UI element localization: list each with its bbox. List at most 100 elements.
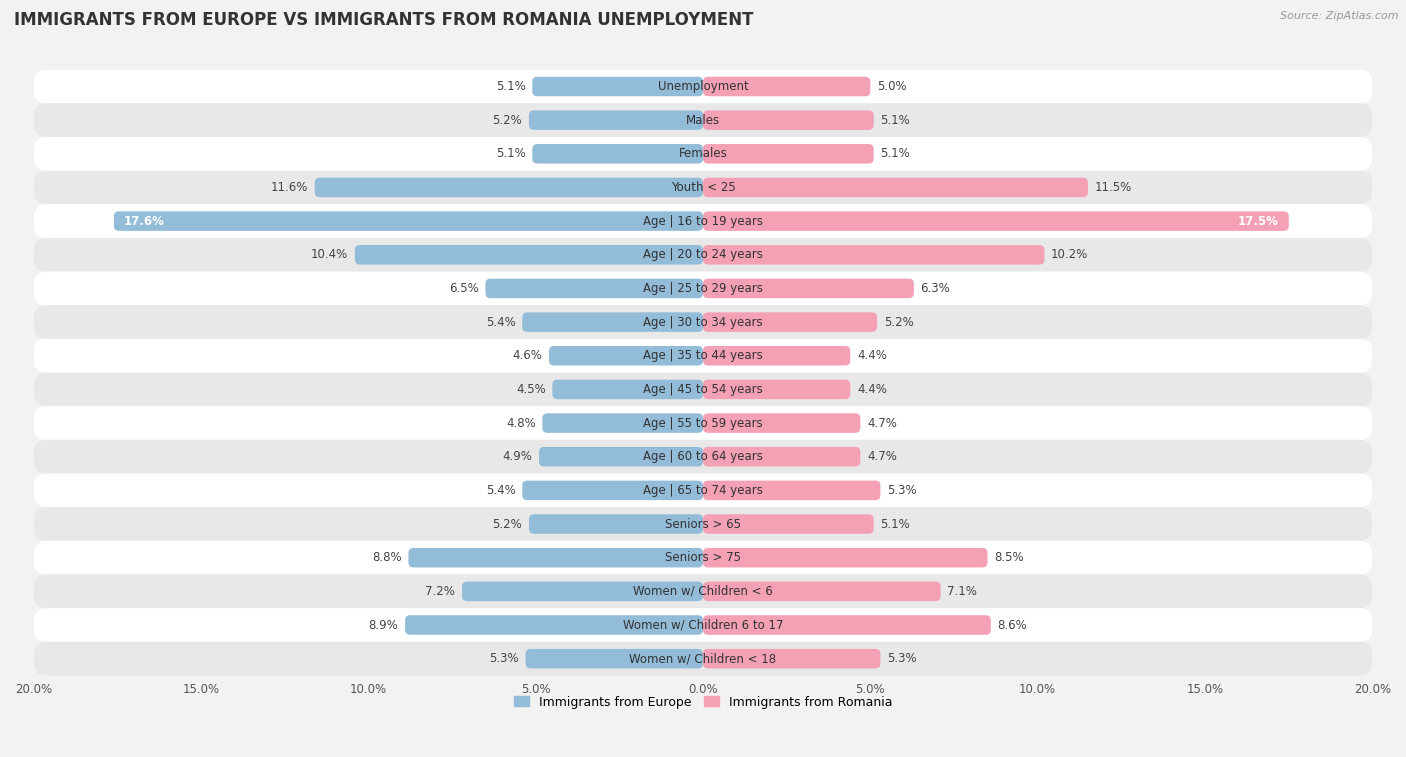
FancyBboxPatch shape [703,615,991,635]
FancyBboxPatch shape [543,413,703,433]
Text: 4.9%: 4.9% [502,450,533,463]
FancyBboxPatch shape [34,575,1372,608]
FancyBboxPatch shape [533,144,703,164]
Text: Source: ZipAtlas.com: Source: ZipAtlas.com [1281,11,1399,21]
FancyBboxPatch shape [703,76,870,96]
FancyBboxPatch shape [703,178,1088,198]
Text: 8.5%: 8.5% [994,551,1024,564]
FancyBboxPatch shape [522,481,703,500]
Text: Women w/ Children 6 to 17: Women w/ Children 6 to 17 [623,618,783,631]
FancyBboxPatch shape [522,313,703,332]
FancyBboxPatch shape [34,305,1372,339]
Text: Seniors > 75: Seniors > 75 [665,551,741,564]
Text: 4.7%: 4.7% [868,416,897,429]
FancyBboxPatch shape [34,540,1372,575]
FancyBboxPatch shape [409,548,703,568]
FancyBboxPatch shape [114,211,703,231]
FancyBboxPatch shape [703,413,860,433]
Text: Age | 35 to 44 years: Age | 35 to 44 years [643,349,763,363]
Text: 5.1%: 5.1% [880,114,910,126]
Text: 5.3%: 5.3% [887,484,917,497]
Text: 4.8%: 4.8% [506,416,536,429]
FancyBboxPatch shape [703,313,877,332]
Text: 17.5%: 17.5% [1237,215,1278,228]
Text: 8.6%: 8.6% [997,618,1028,631]
Text: 5.4%: 5.4% [486,316,516,329]
Text: 6.3%: 6.3% [921,282,950,295]
FancyBboxPatch shape [34,440,1372,474]
Text: 5.2%: 5.2% [884,316,914,329]
Text: Youth < 25: Youth < 25 [671,181,735,194]
Text: Age | 65 to 74 years: Age | 65 to 74 years [643,484,763,497]
FancyBboxPatch shape [34,507,1372,540]
FancyBboxPatch shape [553,380,703,399]
FancyBboxPatch shape [703,144,873,164]
Text: 5.1%: 5.1% [496,148,526,160]
FancyBboxPatch shape [34,70,1372,103]
FancyBboxPatch shape [34,474,1372,507]
Text: 5.1%: 5.1% [880,148,910,160]
Text: IMMIGRANTS FROM EUROPE VS IMMIGRANTS FROM ROMANIA UNEMPLOYMENT: IMMIGRANTS FROM EUROPE VS IMMIGRANTS FRO… [14,11,754,30]
Text: 5.1%: 5.1% [880,518,910,531]
Text: 4.4%: 4.4% [858,383,887,396]
Text: 6.5%: 6.5% [449,282,478,295]
Legend: Immigrants from Europe, Immigrants from Romania: Immigrants from Europe, Immigrants from … [509,690,897,714]
Text: Females: Females [679,148,727,160]
FancyBboxPatch shape [34,103,1372,137]
Text: 4.7%: 4.7% [868,450,897,463]
FancyBboxPatch shape [703,111,873,130]
Text: Women w/ Children < 6: Women w/ Children < 6 [633,585,773,598]
Text: Males: Males [686,114,720,126]
FancyBboxPatch shape [703,514,873,534]
FancyBboxPatch shape [315,178,703,198]
Text: 4.5%: 4.5% [516,383,546,396]
Text: 11.6%: 11.6% [271,181,308,194]
FancyBboxPatch shape [703,481,880,500]
FancyBboxPatch shape [34,137,1372,170]
Text: 11.5%: 11.5% [1095,181,1132,194]
FancyBboxPatch shape [529,514,703,534]
FancyBboxPatch shape [703,649,880,668]
FancyBboxPatch shape [34,204,1372,238]
Text: Seniors > 65: Seniors > 65 [665,518,741,531]
FancyBboxPatch shape [405,615,703,635]
Text: Unemployment: Unemployment [658,80,748,93]
FancyBboxPatch shape [34,608,1372,642]
FancyBboxPatch shape [548,346,703,366]
FancyBboxPatch shape [533,76,703,96]
FancyBboxPatch shape [354,245,703,264]
Text: 5.4%: 5.4% [486,484,516,497]
FancyBboxPatch shape [703,548,987,568]
FancyBboxPatch shape [34,372,1372,407]
FancyBboxPatch shape [34,642,1372,675]
Text: 5.1%: 5.1% [496,80,526,93]
Text: 4.6%: 4.6% [512,349,543,363]
Text: 5.3%: 5.3% [489,653,519,665]
Text: Age | 55 to 59 years: Age | 55 to 59 years [643,416,763,429]
Text: 8.8%: 8.8% [373,551,402,564]
Text: Age | 45 to 54 years: Age | 45 to 54 years [643,383,763,396]
Text: 5.2%: 5.2% [492,518,522,531]
Text: 4.4%: 4.4% [858,349,887,363]
FancyBboxPatch shape [34,407,1372,440]
FancyBboxPatch shape [34,170,1372,204]
Text: 7.2%: 7.2% [426,585,456,598]
FancyBboxPatch shape [34,272,1372,305]
FancyBboxPatch shape [485,279,703,298]
FancyBboxPatch shape [703,581,941,601]
FancyBboxPatch shape [34,238,1372,272]
Text: 5.0%: 5.0% [877,80,907,93]
Text: Age | 20 to 24 years: Age | 20 to 24 years [643,248,763,261]
FancyBboxPatch shape [34,339,1372,372]
Text: 5.2%: 5.2% [492,114,522,126]
FancyBboxPatch shape [538,447,703,466]
Text: Women w/ Children < 18: Women w/ Children < 18 [630,653,776,665]
FancyBboxPatch shape [703,279,914,298]
Text: 7.1%: 7.1% [948,585,977,598]
FancyBboxPatch shape [703,211,1289,231]
FancyBboxPatch shape [703,346,851,366]
FancyBboxPatch shape [526,649,703,668]
FancyBboxPatch shape [703,380,851,399]
FancyBboxPatch shape [463,581,703,601]
Text: Age | 30 to 34 years: Age | 30 to 34 years [643,316,763,329]
